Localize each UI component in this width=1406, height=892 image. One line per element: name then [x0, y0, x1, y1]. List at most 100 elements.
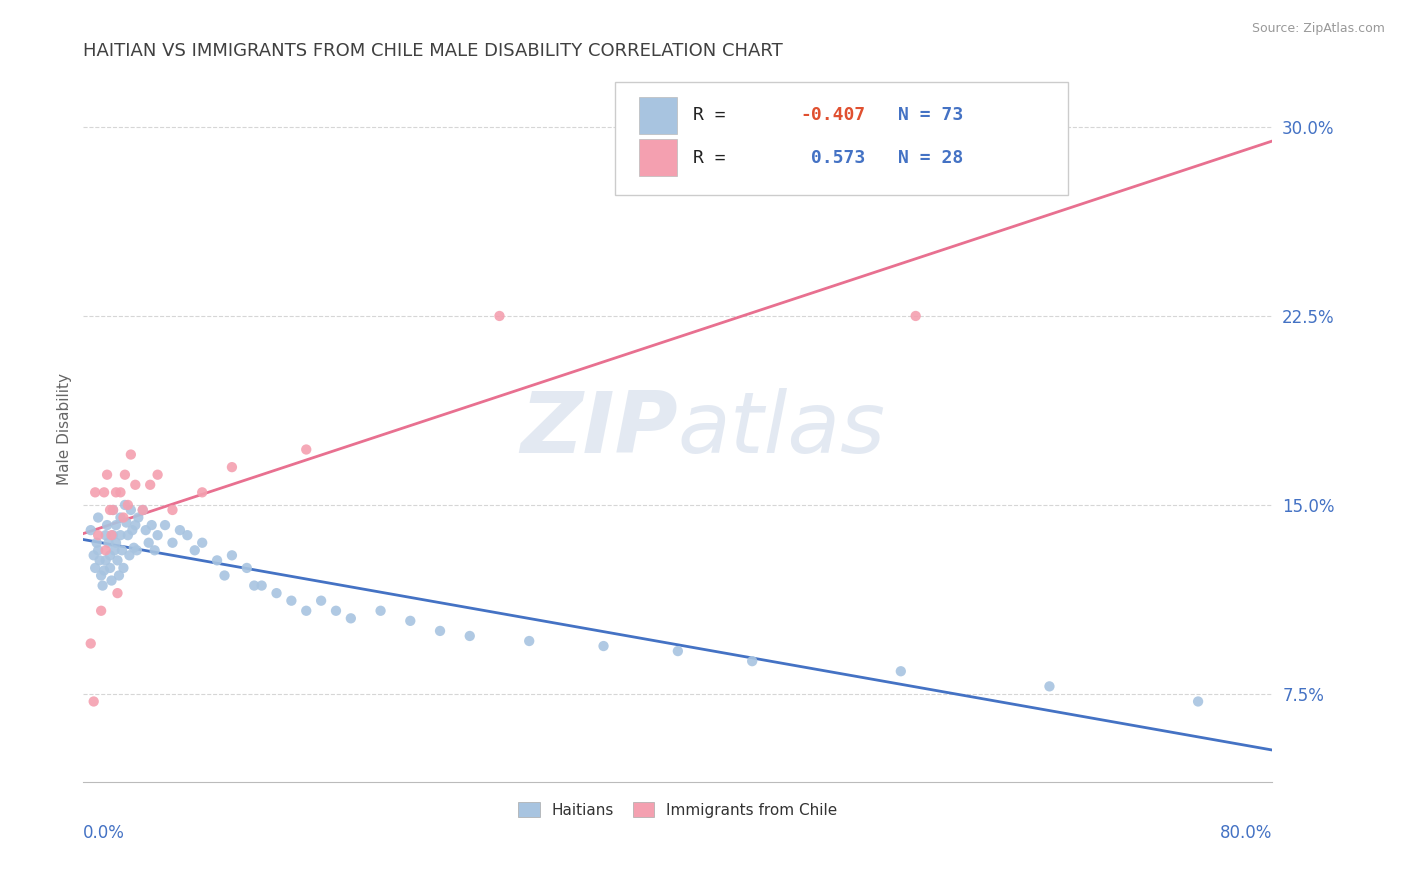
Text: R =: R =	[693, 149, 737, 167]
Text: -0.407: -0.407	[800, 106, 866, 124]
Point	[191, 535, 214, 549]
Point	[93, 485, 115, 500]
Point	[132, 503, 155, 517]
Legend: Haitians, Immigrants from Chile: Haitians, Immigrants from Chile	[512, 796, 844, 824]
Point	[115, 516, 138, 530]
Point	[295, 604, 318, 618]
Point	[84, 561, 107, 575]
Point	[162, 535, 184, 549]
Point	[124, 477, 146, 491]
Point	[103, 543, 125, 558]
Point	[121, 523, 143, 537]
Text: Source: ZipAtlas.com: Source: ZipAtlas.com	[1251, 22, 1385, 36]
Point	[111, 543, 134, 558]
Point	[100, 574, 122, 588]
Point	[108, 568, 131, 582]
Point	[176, 528, 198, 542]
Point	[340, 611, 363, 625]
Point	[127, 510, 149, 524]
Point	[205, 553, 228, 567]
Point	[90, 604, 112, 618]
Point	[83, 694, 105, 708]
Point	[214, 568, 236, 582]
Point	[84, 485, 107, 500]
Point	[221, 549, 243, 563]
Point	[517, 634, 540, 648]
Text: R =: R =	[693, 106, 737, 124]
Point	[146, 467, 169, 482]
Text: ZIP: ZIP	[520, 388, 678, 471]
Point	[184, 543, 207, 558]
Point	[191, 485, 214, 500]
Point	[250, 578, 273, 592]
Point	[122, 541, 145, 555]
Point	[904, 309, 927, 323]
Point	[107, 586, 129, 600]
Point	[153, 518, 176, 533]
Point	[98, 503, 121, 517]
Point	[139, 477, 162, 491]
Point	[488, 309, 510, 323]
Point	[87, 543, 110, 558]
Point	[98, 549, 121, 563]
Point	[101, 528, 124, 542]
Point	[112, 510, 135, 524]
Point	[104, 535, 127, 549]
Text: N = 28: N = 28	[898, 149, 963, 167]
FancyBboxPatch shape	[614, 81, 1069, 195]
Point	[592, 639, 614, 653]
Point	[83, 549, 105, 563]
Point	[280, 593, 302, 607]
Point	[138, 535, 160, 549]
Point	[101, 503, 124, 517]
Point	[135, 523, 157, 537]
Point	[243, 578, 266, 592]
Point	[146, 528, 169, 542]
Point	[94, 528, 117, 542]
Point	[87, 510, 110, 524]
Point	[114, 467, 136, 482]
Point	[107, 553, 129, 567]
Text: atlas: atlas	[678, 388, 886, 471]
Point	[429, 624, 451, 638]
Point	[1187, 694, 1209, 708]
Point	[266, 586, 288, 600]
Point	[370, 604, 392, 618]
Point	[169, 523, 191, 537]
Point	[1038, 679, 1060, 693]
Point	[104, 485, 127, 500]
Point	[141, 518, 163, 533]
Point	[890, 665, 912, 679]
Point	[101, 503, 124, 517]
Point	[162, 503, 184, 517]
Point	[143, 543, 166, 558]
Point	[325, 604, 347, 618]
Point	[89, 553, 111, 567]
Text: 0.573: 0.573	[800, 149, 866, 167]
Point	[100, 528, 122, 542]
Point	[132, 503, 155, 517]
Text: N = 73: N = 73	[898, 106, 963, 124]
Point	[94, 553, 117, 567]
Point	[666, 644, 689, 658]
Point	[117, 498, 139, 512]
Point	[125, 543, 148, 558]
Point	[97, 535, 120, 549]
Point	[87, 528, 110, 542]
Point	[458, 629, 481, 643]
Point	[399, 614, 422, 628]
Y-axis label: Male Disability: Male Disability	[58, 374, 72, 485]
Point	[96, 518, 118, 533]
Point	[94, 543, 117, 558]
Point	[114, 498, 136, 512]
Point	[93, 564, 115, 578]
Point	[120, 448, 142, 462]
Text: 80.0%: 80.0%	[1220, 824, 1272, 842]
Point	[98, 561, 121, 575]
Point	[112, 561, 135, 575]
Point	[741, 654, 763, 668]
Point	[120, 503, 142, 517]
Text: 0.0%: 0.0%	[83, 824, 125, 842]
Text: HAITIAN VS IMMIGRANTS FROM CHILE MALE DISABILITY CORRELATION CHART: HAITIAN VS IMMIGRANTS FROM CHILE MALE DI…	[83, 42, 783, 60]
Point	[91, 578, 114, 592]
